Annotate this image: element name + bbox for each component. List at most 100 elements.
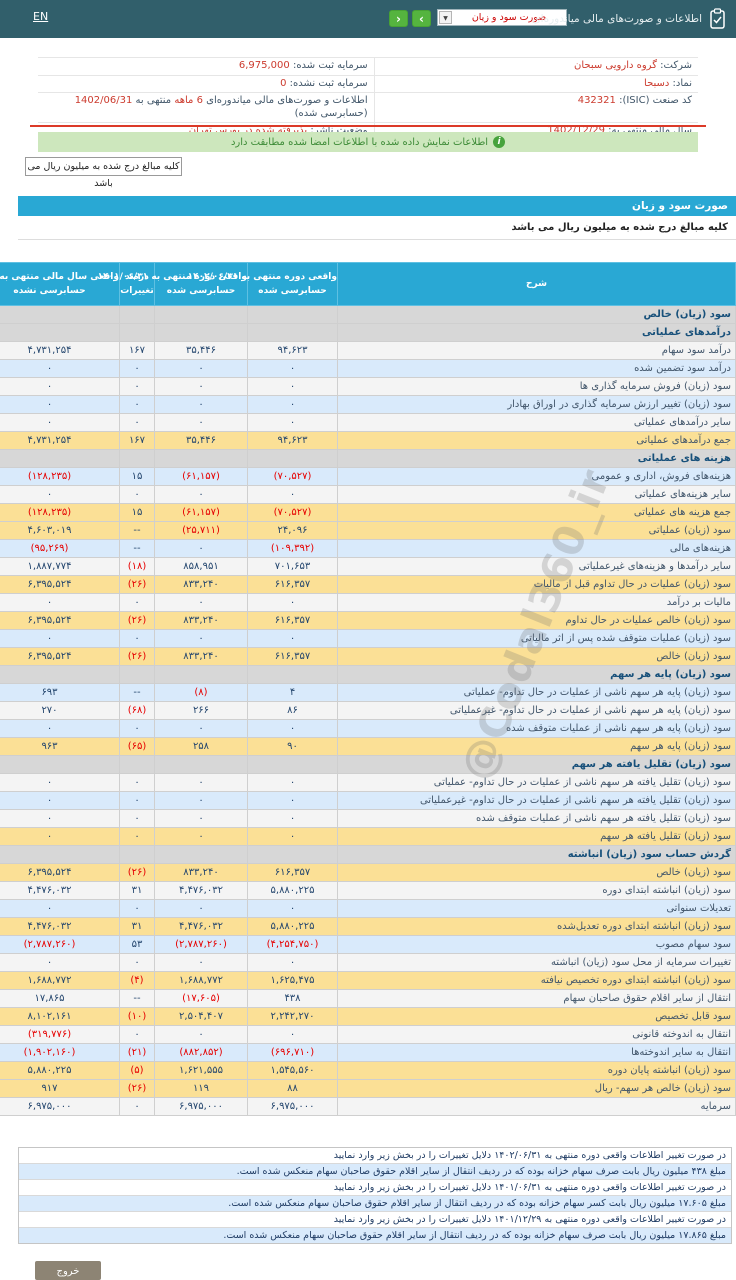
cell-value: ۰ [247,359,338,378]
cell-value: (۲۶) [119,611,155,630]
cell-value: ۲۷۰ [0,701,120,720]
language-link[interactable]: EN [33,10,49,23]
cell-value: ۰ [247,953,338,972]
cell-value: ۸۸ [247,1079,338,1098]
cell-value: ۱۷,۸۶۵ [0,989,120,1008]
cell-value: ۸۶ [247,701,338,720]
cell-value: ۰ [119,809,155,828]
row-label: سود (زیان) تقلیل یافته هر سهم ناشی از عم… [337,809,736,828]
cell-value: ۶,۹۷۵,۰۰۰ [0,1097,120,1116]
cell-value: ۰ [154,773,248,792]
cell-value: (۲,۷۸۷,۲۶۰) [0,935,120,954]
row-label: سود (زیان) خالص [337,647,736,666]
row-label: درآمد سود سهام [337,341,736,360]
company-label: (حسابرسی شده) [294,107,368,119]
company-value: 6,975,000 [238,60,290,71]
cell-value: (۱۰۹,۳۹۲) [247,539,338,558]
cell-value [119,845,155,864]
cell-value: ۱۶۷ [119,431,155,450]
row-label: سود (زیان) پایه هر سهم ناشی از عملیات در… [337,701,736,720]
row-label: انتقال از سایر اقلام حقوق صاحبان سهام [337,989,736,1008]
table-row: تعدیلات سنواتی ۰ ۰ ۰ ۰ [0,899,736,918]
section-row: درآمدهای عملیاتی [0,323,736,342]
statement-type-select-value: صورت سود و زیان [471,12,547,23]
cell-value [0,665,120,684]
cell-value: ۲۵۸ [154,737,248,756]
row-label: هزینه های عملیاتی [337,449,736,468]
cell-value: ۴,۷۳۱,۲۵۴ [0,431,120,450]
cell-value: ۰ [247,899,338,918]
unit-note-box: کلیه مبالغ درج شده به میلیون ریال می باش… [25,157,182,189]
cell-value: ۵,۸۸۰,۲۲۵ [247,881,338,900]
cell-value: ۰ [154,395,248,414]
table-row: سود (زیان) تغییر ارزش سرمایه گذاری در او… [0,395,736,414]
company-info-row: کد صنعت (ISIC): 432321 اطلاعات و صورت‌های… [38,93,698,123]
chevron-down-icon[interactable]: ▼ [439,11,452,24]
row-label: سود (زیان) پایه هر سهم ناشی از عملیات در… [337,683,736,702]
cell-value [154,665,248,684]
cell-value: ۸۳۳,۲۴۰ [154,863,248,882]
cell-value: ۹۰ [247,737,338,756]
cell-value: (۶۵) [119,737,155,756]
cell-value: ۰ [119,593,155,612]
cell-value: (۵) [119,1061,155,1080]
statement-type-select[interactable]: ▼ صورت سود و زیان [437,9,567,26]
cell-value: ۱,۶۲۱,۵۵۵ [154,1061,248,1080]
cell-value: (۲,۷۸۷,۲۶۰) [154,935,248,954]
cell-value: ۰ [119,413,155,432]
nav-back-button[interactable]: ‹ [389,10,408,27]
row-label: انتقال به سایر اندوخته‌ها [337,1043,736,1062]
cell-value: ۹۱۷ [0,1079,120,1098]
cell-value: (۲۶) [119,647,155,666]
row-label: سود (زیان) انباشته ابتدای دوره تخصیص نیا… [337,971,736,990]
row-label: سود سهام مصوب [337,935,736,954]
cell-value: ۰ [154,953,248,972]
table-row: سایر درآمدها و هزینه‌های غیرعملیاتی ۷۰۱,۶… [0,557,736,576]
cell-value [247,305,338,324]
cell-value [0,755,120,774]
table-row: درآمد سود سهام ۹۴,۶۲۳ ۳۵,۴۴۶ ۱۶۷ ۴,۷۳۱,۲۵۴ [0,341,736,360]
company-value: دسبحا [644,77,670,89]
cell-value: ۷۰۱,۶۵۳ [247,557,338,576]
cell-value: ۰ [119,1025,155,1044]
row-label: سایر هزینه‌های عملیاتی [337,485,736,504]
table-row: سود سهام مصوب (۴,۲۵۴,۷۵۰) (۲,۷۸۷,۲۶۰) ۵۳ (۲,… [0,935,736,954]
cell-value: ۰ [154,359,248,378]
company-value: گروه دارویی سبحان [574,60,657,71]
topbar: EN ‹ › ▼ صورت سود و زیان اطلاعات و صورت‌… [0,0,736,38]
nav-forward-button[interactable]: › [412,10,431,27]
cell-value: ۰ [154,377,248,396]
cell-value: ۰ [154,791,248,810]
cell-value: ۰ [0,395,120,414]
row-label: سود (زیان) فروش سرمایه گذاری ها [337,377,736,396]
cell-value: ۰ [154,629,248,648]
cell-value: ۰ [247,1025,338,1044]
cell-value: ۰ [247,395,338,414]
cell-value: (۸۸۲,۸۵۲) [154,1043,248,1062]
cell-value: (۱۰) [119,1007,155,1026]
cell-value: ۰ [0,377,120,396]
cell-value: ۴,۴۷۶,۰۳۲ [154,881,248,900]
row-label: سود (زیان) تغییر ارزش سرمایه گذاری در او… [337,395,736,414]
cell-value [247,449,338,468]
column-header-description: شرح [337,262,736,306]
cell-value: ۱,۶۸۸,۷۷۲ [0,971,120,990]
cell-value: ۰ [247,629,338,648]
footnote-row: در صورت تغییر اطلاعات واقعی دوره منتهی ب… [19,1148,731,1163]
cell-value: ۴ [247,683,338,702]
cell-value: ۶,۳۹۵,۵۲۴ [0,863,120,882]
cell-value: ۳۱ [119,881,155,900]
cell-value [119,305,155,324]
row-label: سود (زیان) خالص عملیات در حال تداوم [337,611,736,630]
cell-value: (۲۶) [119,1079,155,1098]
cell-value: ۹۴,۶۲۳ [247,341,338,360]
cell-value: ۰ [154,539,248,558]
cell-value: (۶۹۶,۷۱۰) [247,1043,338,1062]
cell-value: ۰ [119,719,155,738]
exit-button[interactable]: خروج [35,1261,101,1280]
cell-value: -- [119,521,155,540]
cell-value: ۶,۹۷۵,۰۰۰ [154,1097,248,1116]
chevron-left-icon: ‹ [396,11,401,26]
cell-value: (۴,۲۵۴,۷۵۰) [247,935,338,954]
